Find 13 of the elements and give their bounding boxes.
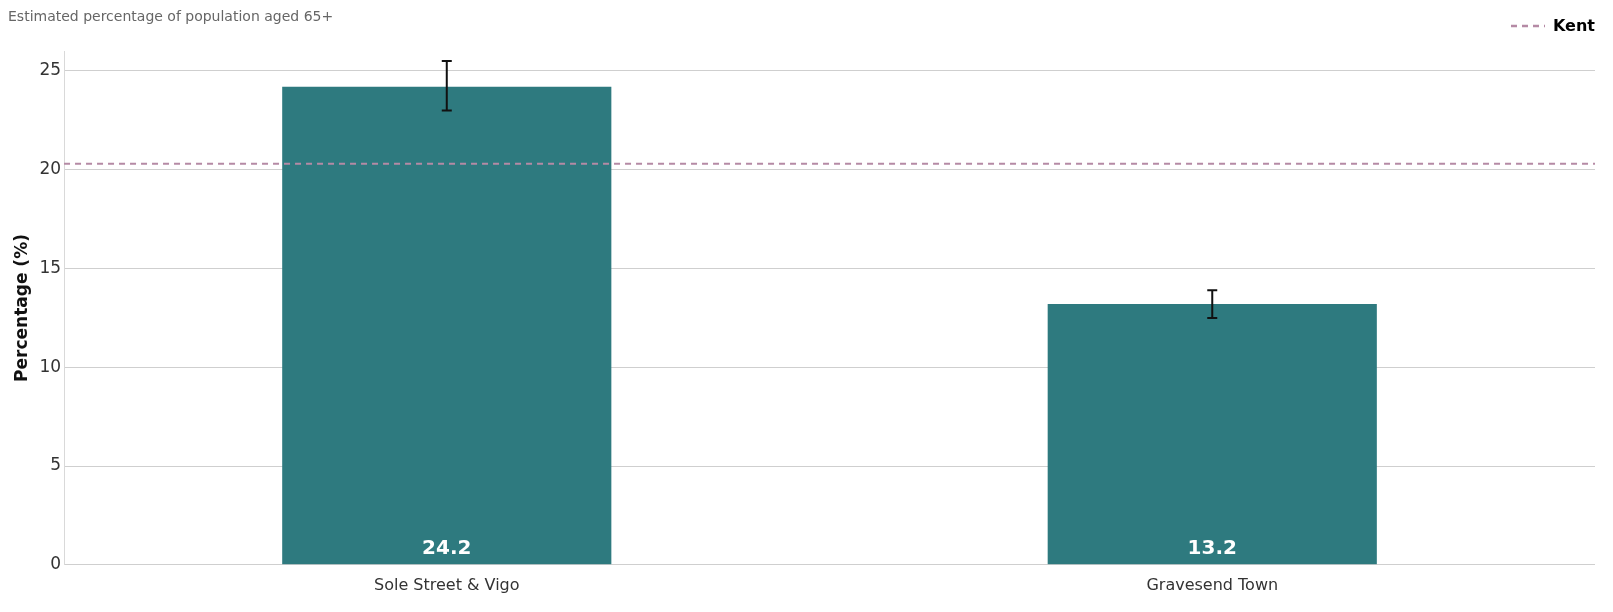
y-tick-label: 10: [39, 355, 62, 376]
data-label: 24.2: [422, 535, 472, 559]
y-tick-label: 25: [39, 59, 62, 80]
y-tick-label: 15: [39, 256, 62, 277]
y-axis-title: Percentage (%): [10, 234, 31, 382]
chart-subtitle: Estimated percentage of population aged 65+: [8, 8, 334, 24]
y-tick-label: 5: [50, 454, 62, 475]
legend-label: Kent: [1552, 16, 1595, 35]
x-tick-label: Sole Street & Vigo: [373, 574, 520, 594]
x-tick-label: Gravesend Town: [1146, 574, 1279, 594]
y-tick-label: 0: [50, 553, 62, 574]
data-label: 13.2: [1187, 535, 1237, 559]
y-tick-label: 20: [39, 158, 62, 179]
